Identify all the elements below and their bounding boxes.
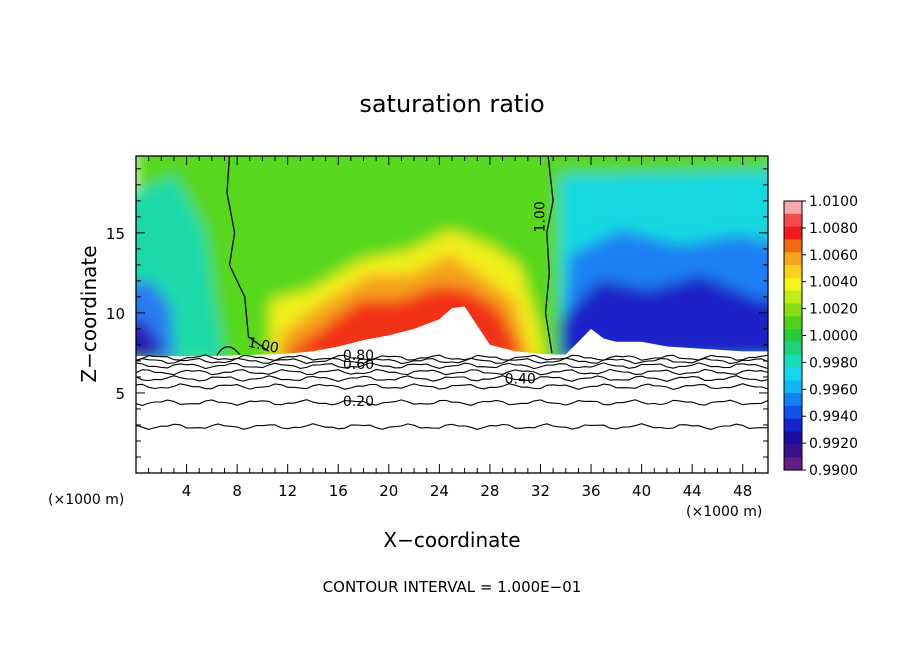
colorbar-swatch [784,431,802,445]
ground-floor [136,357,768,473]
colorbar-swatch [784,265,802,279]
contour-line [136,354,768,361]
field-right-violet [560,275,768,360]
x-tick-label: 28 [480,482,499,500]
colorbar-swatch [784,405,802,420]
colorbar-swatch [784,213,802,228]
colorbar-swatch [784,239,802,253]
y-tick-label: 10 [106,305,125,323]
colorbar-swatch [784,444,802,458]
x-tick-label: 12 [278,482,297,500]
contour-label: 0.60 [343,357,374,373]
colorbar-swatch [784,393,802,407]
colorbar-swatch [784,226,802,241]
chart-title: saturation ratio [359,90,544,118]
colorbar-swatch [784,418,802,433]
contour-line [136,423,768,430]
colorbar-label: 1.0040 [809,275,858,291]
contour-label: 0.40 [505,371,536,387]
colorbar-swatch [784,354,802,369]
x-tick-label: 8 [232,482,242,500]
contour-line [136,368,768,376]
colorbar-swatch [784,341,802,356]
colorbar-label: 1.0080 [809,221,858,237]
colorbar-swatch [784,457,802,471]
colorbar-label: 0.9920 [809,436,858,452]
colorbar-label: 0.9980 [809,355,858,371]
contour-line [136,362,768,370]
colorbar-swatch [784,201,802,215]
colorbar-swatch [784,380,802,394]
colorbar-label: 1.0060 [809,248,858,264]
x-tick-label: 4 [182,482,192,500]
colorbar-swatch [784,290,802,305]
x-tick-label: 36 [581,482,600,500]
x-axis: 4 8 12 16 20 24 28 32 36 40 44 48 [148,156,756,500]
x-unit-right: (×1000 m) [686,504,762,520]
colorbar-swatch [784,316,802,330]
colorbar-label: 0.9900 [809,463,858,479]
colorbar-label: 0.9960 [809,382,858,398]
y-axis: 5 10 15 [106,168,768,458]
x-tick-label: 44 [683,482,702,500]
colorbar-swatch [784,303,802,317]
contour-line-1-00 [544,156,554,354]
contour-line-1-00 [226,156,270,352]
x-tick-label: 24 [430,482,449,500]
colorbar-swatch [784,252,802,266]
y-axis-label: Z−coordinate [77,245,101,382]
colorbar-swatch [784,329,802,343]
field-left-violet [136,320,160,360]
contour-interval-note: CONTOUR INTERVAL = 1.000E−01 [323,578,582,596]
colorbar-swatch [784,367,802,381]
x-tick-label: 40 [632,482,651,500]
x-tick-label: 16 [329,482,348,500]
y-tick-label: 15 [106,225,125,243]
contour-label: 0.20 [343,394,374,410]
colorbar-label: 1.0000 [809,329,858,345]
colorbar-label: 1.0100 [809,194,858,210]
contour-label: 1.00 [532,201,548,232]
colorbar-label: 0.9940 [809,409,858,425]
contour-line [136,375,768,382]
contour-loop [216,346,241,356]
contour-line [136,357,768,365]
y-tick-label: 5 [115,385,125,403]
x-tick-label: 20 [379,482,398,500]
contour-label: 0.80 [343,348,374,364]
x-axis-label: X−coordinate [383,528,520,552]
x-tick-label: 32 [531,482,550,500]
colorbar-label: 1.0020 [809,302,858,318]
colorbar: 1.0100 1.0080 1.0060 1.0040 1.0020 1.0000 0.99… [783,194,858,479]
contour-line [136,383,768,390]
x-tick-label: 48 [733,482,752,500]
x-unit-left: (×1000 m) [48,492,124,508]
contour-line [136,399,768,406]
saturation-field: 1.00 1.00 0.800.60 0.40 0.20 [136,156,768,473]
colorbar-swatch [784,277,802,292]
contour-label: 1.00 [246,335,280,357]
